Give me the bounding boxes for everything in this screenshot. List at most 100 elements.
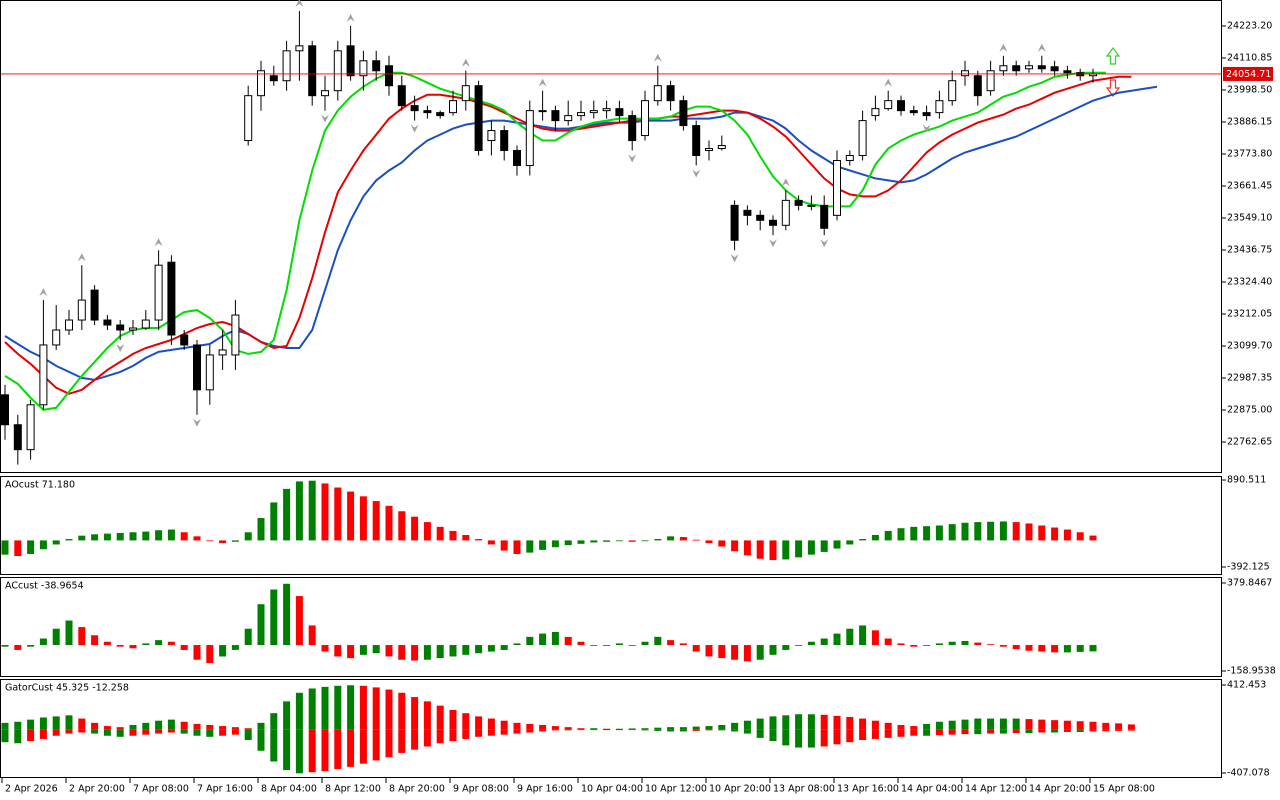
histogram-bar [923, 645, 931, 646]
x-tick-label: 13 Apr 08:00 [773, 784, 835, 795]
histogram-bar [910, 526, 918, 541]
candle-body [909, 110, 918, 114]
histogram-bar [705, 645, 713, 657]
histogram-bar [833, 633, 841, 646]
histogram-bar [27, 540, 35, 554]
histogram-bar [935, 643, 943, 646]
histogram-bar [116, 645, 124, 647]
fractal-down [410, 124, 419, 133]
histogram-bar [590, 645, 598, 646]
gator-bar [513, 722, 521, 730]
gator-bar [833, 715, 841, 730]
gator-bar [1089, 721, 1097, 730]
gator-bar [628, 729, 636, 731]
gator-bar [987, 718, 995, 730]
panel-frames [0, 0, 1222, 778]
candle-body [589, 110, 598, 114]
histogram-bar [679, 643, 687, 646]
gator-bar [91, 722, 99, 730]
gator-bar [769, 729, 777, 742]
histogram-bar [65, 539, 73, 541]
histogram-bar [1051, 645, 1059, 653]
histogram-bar [295, 596, 303, 646]
gator-bar [244, 729, 252, 741]
gator-bar [180, 721, 188, 730]
histogram-bar [705, 540, 713, 544]
gator-bar [628, 728, 636, 730]
histogram-bar [500, 540, 508, 551]
y-tick-label: 412.453 [1227, 679, 1266, 690]
gator-bar [667, 729, 675, 732]
candle-body [52, 329, 61, 346]
y-tick-label: 24110.85 [1227, 52, 1272, 63]
gator-bar [103, 726, 111, 730]
gator-bar [449, 709, 457, 730]
gator-bar [577, 729, 585, 731]
histogram-bar [935, 525, 943, 541]
gator-bar [206, 729, 214, 737]
histogram-bar [231, 540, 239, 542]
gator-bar [423, 729, 431, 747]
histogram-bar [974, 642, 982, 646]
candle-body [282, 50, 291, 82]
histogram-bar [436, 526, 444, 541]
histogram-bar [807, 641, 815, 646]
gator-bar [897, 729, 905, 737]
fractal-down [820, 239, 829, 248]
gator-bar [347, 685, 355, 730]
histogram-bar [667, 536, 675, 541]
candle-body [180, 334, 189, 346]
histogram-bar [513, 540, 521, 554]
gator-bar [705, 729, 713, 731]
histogram-bar [987, 521, 995, 541]
gator-bar [257, 729, 265, 751]
histogram-bar [871, 630, 879, 646]
gator-bar [359, 685, 367, 730]
gator-bar [961, 719, 969, 730]
histogram-bar [718, 540, 726, 547]
histogram-bar [692, 539, 700, 541]
gator-bar [219, 726, 227, 730]
histogram-bar [948, 641, 956, 646]
gator-bar [615, 729, 623, 731]
candle-body [295, 45, 304, 52]
histogram-bar [193, 645, 201, 660]
histogram-bar [807, 540, 815, 555]
alligator-line [4, 71, 1106, 411]
gator-bar [487, 718, 495, 730]
x-tick-label: 13 Apr 16:00 [837, 784, 899, 795]
gator-bar [731, 729, 739, 732]
gator-bar [743, 729, 751, 734]
gator-bar [1115, 729, 1123, 731]
histogram-bar [91, 534, 99, 541]
fractal-up [653, 53, 662, 62]
gator-bar [859, 729, 867, 741]
gator-bar [411, 697, 419, 730]
gator-bar [692, 729, 700, 731]
y-tick-label: 22762.65 [1227, 437, 1272, 448]
histogram-bar [551, 631, 559, 646]
histogram-bar [679, 537, 687, 541]
gator-bar [347, 729, 355, 767]
histogram-bar [539, 540, 547, 550]
histogram-bar [283, 488, 291, 541]
gator-bar [436, 729, 444, 744]
gator-bar [193, 729, 201, 736]
histogram-bar [270, 502, 278, 541]
candle-body [90, 289, 99, 321]
histogram-bar [359, 496, 367, 541]
histogram-bar [487, 540, 495, 545]
candle-body [449, 100, 457, 114]
histogram-bar [308, 625, 316, 646]
gator-bar [871, 729, 879, 739]
histogram-bar [974, 522, 982, 541]
gator-bar [231, 727, 239, 730]
fractal-up [999, 43, 1008, 52]
fractal-down [116, 343, 125, 352]
gator-bar [385, 729, 393, 758]
histogram-bar [14, 540, 22, 557]
histogram-bar [603, 540, 611, 542]
gator-histogram [1, 685, 1135, 774]
histogram-bar [846, 540, 854, 545]
